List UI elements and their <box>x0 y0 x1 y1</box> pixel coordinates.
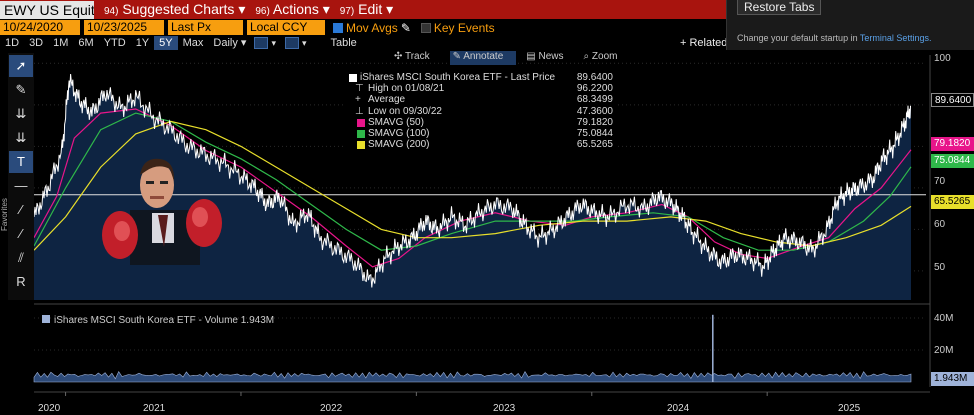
legend-row: + Average 68.3499 <box>355 94 613 106</box>
legend-swatch <box>349 74 357 82</box>
volume-last-tag: 1.943M <box>931 372 974 386</box>
field-select[interactable]: Last Px <box>168 20 243 35</box>
legend-swatch <box>357 118 365 127</box>
y-tick-label: 70 <box>934 176 946 187</box>
y-tick-label: 60 <box>934 219 946 230</box>
chart-legend[interactable]: iShares MSCI South Korea ETF - Last Pric… <box>345 72 617 164</box>
suggested-charts-menu[interactable]: 94) Suggested Charts ▾ <box>104 1 246 17</box>
legend-row: SMAVG (100) 75.0844 <box>345 128 617 139</box>
sma50-tag: 79.1820 <box>931 137 974 151</box>
volume-legend[interactable]: iShares MSCI South Korea ETF - Volume 1.… <box>42 315 274 326</box>
annotate-button[interactable]: ✎ Annotate <box>449 51 517 65</box>
series-line-last-price <box>33 73 911 288</box>
legend-swatch <box>42 315 50 323</box>
pointer-icon[interactable]: ➚ <box>9 55 33 77</box>
zoom-button[interactable]: ⌕ Zoom <box>583 51 618 62</box>
y-tick-label: 100 <box>934 53 951 64</box>
period-1d[interactable]: 1D <box>5 37 20 49</box>
panel-message: Change your default startup in Terminal … <box>737 33 932 43</box>
legend-title: iShares MSCI South Korea ETF - Last Pric… <box>360 72 556 83</box>
series-line-sma-1 <box>33 112 912 251</box>
x-tick-label: 2023 <box>493 403 516 414</box>
period-5y[interactable]: 5Y <box>154 36 178 50</box>
legend-title-row: iShares MSCI South Korea ETF - Last Pric… <box>345 72 617 83</box>
chevron-down-icon[interactable]: ▾ <box>301 37 307 48</box>
series-line-sma-2 <box>33 120 912 251</box>
volume-tick-label: 20M <box>934 345 954 356</box>
ray-line-icon[interactable]: ⁄ <box>19 226 23 241</box>
legend-row: ⊥ Low on 09/30/22 47.3600 <box>355 105 613 117</box>
related-button[interactable]: + Related <box>680 37 728 49</box>
x-tick-label: 2025 <box>838 403 861 414</box>
legend-row: ⊤ High on 01/08/21 96.2200 <box>355 83 613 95</box>
line-chart-icon[interactable] <box>254 37 269 49</box>
percent-tool-icon[interactable]: ⇊ <box>15 106 27 121</box>
sma100-tag: 75.0844 <box>931 154 974 168</box>
boxer-avatar <box>102 158 222 265</box>
table-button[interactable]: Table <box>330 37 357 49</box>
period-3d[interactable]: 3D <box>29 37 44 49</box>
x-tick-label: 2022 <box>320 403 343 414</box>
frequency-select[interactable]: Daily ▾ <box>213 37 247 49</box>
horizontal-line-icon[interactable]: — <box>14 178 28 193</box>
legend-swatch <box>357 141 365 150</box>
x-tick-label: 2024 <box>667 403 690 414</box>
mov-avgs-toggle[interactable]: Mov Avgs ✎ <box>333 21 411 35</box>
sma200-tag: 65.5265 <box>931 195 974 209</box>
trend-line-icon[interactable]: ⁄ <box>19 202 23 217</box>
x-tick-label: 2020 <box>38 403 61 414</box>
currency-select[interactable]: Local CCY <box>247 20 325 35</box>
start-date-field[interactable]: 10/24/2020 <box>0 20 80 35</box>
key-events-toggle[interactable]: Key Events <box>420 21 495 35</box>
track-button[interactable]: ✣ Track <box>394 51 430 62</box>
end-date-field[interactable]: 10/23/2025 <box>84 20 164 35</box>
chart-subtoolbar: ✣ Track ✎ Annotate ▤ News ⌕ Zoom <box>394 51 637 65</box>
chevron-down-icon[interactable]: ▾ <box>271 37 276 48</box>
restore-tabs-panel: Restore Tabs Change your default startup… <box>726 0 974 50</box>
x-tick-label: 2021 <box>143 403 166 414</box>
low-marker-icon: ⊥ <box>355 105 364 117</box>
volume-tick-label: 40M <box>934 313 954 324</box>
period-1y[interactable]: 1Y <box>135 37 150 49</box>
period-1m[interactable]: 1M <box>53 37 69 49</box>
drawing-toolbar: ➚ ✎ ⇊ ⇊ T — ⁄ ⁄ ⫽ R <box>8 53 34 300</box>
legend-row: SMAVG (50) 79.1820 <box>345 117 617 128</box>
legend-value: 89.6400 <box>576 72 613 83</box>
dollar-tool-icon[interactable]: ⇊ <box>15 130 27 145</box>
average-marker-icon: + <box>355 94 361 106</box>
terminal-settings-link[interactable]: Terminal Settings. <box>859 33 932 43</box>
legend-swatch <box>357 129 365 138</box>
restore-tabs-button[interactable]: Restore Tabs <box>737 0 822 15</box>
period-max[interactable]: Max <box>182 37 204 49</box>
ruler-icon[interactable]: R <box>16 274 26 289</box>
legend-row: SMAVG (200) 65.5265 <box>345 139 617 150</box>
pencil-icon[interactable]: ✎ <box>400 20 411 35</box>
y-tick-label: 50 <box>934 262 946 273</box>
actions-menu[interactable]: 96) Actions ▾ <box>255 1 330 17</box>
checkbox-icon[interactable] <box>333 22 343 33</box>
series-line-sma-0 <box>33 108 912 268</box>
channel-icon[interactable]: ⫽ <box>18 250 24 265</box>
edit-menu[interactable]: 97) Edit ▾ <box>339 1 394 17</box>
price-area <box>34 74 911 300</box>
text-tool-icon[interactable]: T <box>9 151 33 173</box>
pen-icon[interactable]: ✎ <box>15 82 27 97</box>
favorites-tab[interactable]: Favorites <box>0 198 9 232</box>
ticker-field[interactable]: EWY US Equity <box>0 0 94 19</box>
period-ytd[interactable]: YTD <box>103 37 126 49</box>
last-price-tag: 89.6400 <box>931 93 974 107</box>
bar-chart-icon[interactable] <box>284 37 299 49</box>
high-marker-icon: ⊤ <box>355 83 364 95</box>
checkbox-icon[interactable] <box>420 22 431 33</box>
period-6m[interactable]: 6M <box>78 37 94 49</box>
news-button[interactable]: ▤ News <box>526 51 564 62</box>
volume-area <box>33 370 912 383</box>
